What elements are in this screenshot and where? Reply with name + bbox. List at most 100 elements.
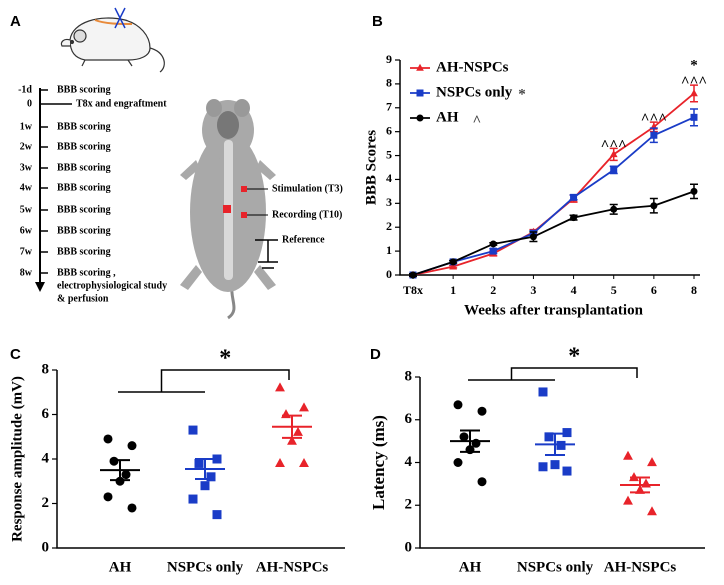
data-point [453,458,463,467]
data-point [489,247,497,255]
data-point [690,187,698,195]
data-point [690,113,698,121]
sem-bar [110,459,130,482]
y-tick-label: 2 [386,219,392,233]
data-point [449,262,457,270]
x-tick-label: 4 [571,283,577,297]
data-point [188,494,198,504]
legend-marker [416,114,424,122]
data-point [562,428,572,438]
data-point [610,205,618,213]
data-point [641,478,651,488]
series-line [412,190,695,276]
data-point [299,458,309,468]
y-tick-label: 2 [42,495,50,511]
significance-mark: * [219,346,231,372]
timeline-time: 8w [20,267,33,278]
data-point [459,432,469,442]
y-axis-label: BBB Scores [363,130,379,205]
y-tick-label: 9 [386,52,392,66]
timeline-time: 0 [27,98,32,109]
data-point [115,476,125,486]
timeline-time: 3w [20,162,33,173]
sem-bar [282,414,302,439]
x-tick-label: AH [459,559,482,575]
data-point [538,387,548,397]
y-tick-label: 4 [42,450,50,466]
data-point [650,131,658,139]
data-point [109,456,119,466]
x-tick-label: 2 [490,283,496,297]
timeline-event: BBB scoring , [57,267,116,278]
y-tick-label: 6 [405,411,413,427]
data-point [103,492,113,502]
x-tick-label: 6 [651,283,657,297]
y-tick-label: 7 [386,100,392,114]
data-point [529,233,537,241]
electrode-label: Reference [282,234,325,245]
data-point [556,440,566,450]
y-tick-label: 6 [42,406,50,422]
data-point [409,271,417,279]
timeline-event: BBB scoring [57,204,111,215]
y-tick-label: 6 [386,123,392,137]
data-point [299,402,309,412]
data-point [200,481,210,491]
data-point [647,506,657,516]
legend-label: AH [436,109,459,125]
annotation: ^^^ [601,138,627,154]
y-tick-label: 0 [42,539,50,555]
rat-illustration [180,99,278,320]
data-point [275,382,285,392]
data-point [623,450,633,460]
y-axis-label: Latency (ms) [369,415,388,510]
y-tick-label: 8 [42,361,50,377]
y-tick-label: 4 [405,454,413,470]
significance-mark: * [568,344,580,370]
y-tick-label: 2 [405,497,413,513]
x-tick-label: 8 [691,283,697,297]
timeline-time: 2w [20,141,33,152]
timeline-event: BBB scoring [57,121,111,132]
x-tick-label: AH-NSPCs [256,559,329,575]
y-tick-label: 0 [386,267,392,281]
y-axis-label: Response amplitude (mV) [9,376,25,542]
data-point [206,472,216,482]
y-tick-label: 3 [386,195,392,209]
x-tick-label: NSPCs only [167,559,244,575]
timeline-arrow [35,282,45,292]
x-tick-label: NSPCs only [517,559,594,575]
x-tick-label: AH [109,559,132,575]
legend-marker [416,89,424,97]
y-tick-label: 1 [386,243,392,257]
data-point [121,470,131,480]
data-point [449,258,457,266]
x-tick-label: AH-NSPCs [604,559,677,575]
timeline-time: -1d [18,84,32,95]
legend-marker [416,63,424,71]
y-tick-label: 4 [386,171,392,185]
data-point [212,454,222,464]
data-point [609,150,618,158]
data-point [275,458,285,468]
electrode-label: Recording (T10) [272,209,342,220]
data-point [212,510,222,520]
timeline-event: BBB scoring [57,182,111,193]
timeline-time: 7w [20,246,33,257]
x-tick-label: 5 [611,283,617,297]
sem-bar [630,476,650,494]
data-point [477,406,487,416]
data-point [477,477,487,487]
data-point [570,193,578,201]
data-point [647,457,657,467]
legend-significance: ^ [473,113,482,129]
sem-bar [195,458,215,481]
legend-label: NSPCs only [436,84,513,100]
x-tick-label: T8x [403,283,423,297]
y-tick-label: 8 [386,76,392,90]
data-point [103,434,113,444]
timeline-event: BBB scoring [57,246,111,257]
data-point [538,462,548,472]
data-point [650,202,658,210]
